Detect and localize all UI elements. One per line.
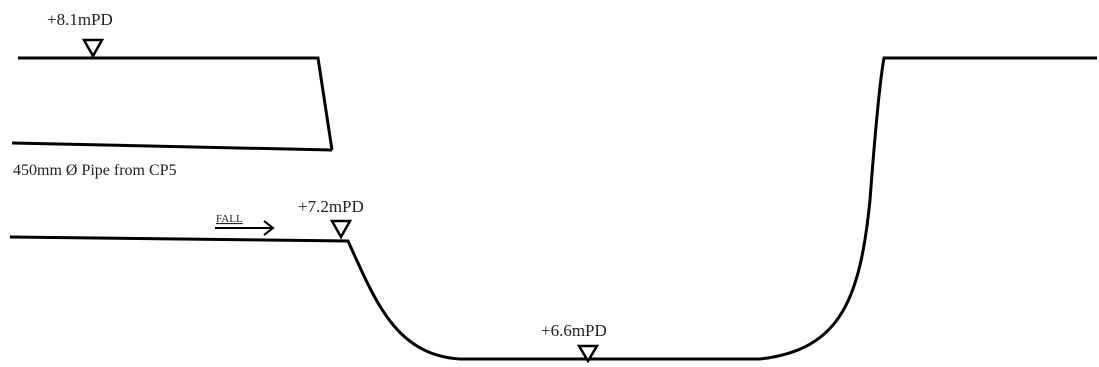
level-marker-bottom-icon xyxy=(576,344,600,364)
pipe-top-line xyxy=(18,56,334,151)
level-label-mid: +7.2mPD xyxy=(298,197,364,216)
fall-label: FALL xyxy=(216,213,243,225)
level-marker-mid-icon xyxy=(329,219,353,240)
fall-arrow-head-icon xyxy=(263,220,275,236)
level-marker-top-icon xyxy=(81,38,105,59)
level-label-top: +8.1mPD xyxy=(47,10,113,29)
level-label-bottom: +6.6mPD xyxy=(541,321,607,340)
pipe-bottom-line xyxy=(11,141,333,152)
channel-profile-line xyxy=(9,56,1097,361)
pipe-caption: 450mm Ø Pipe from CP5 xyxy=(13,162,177,179)
